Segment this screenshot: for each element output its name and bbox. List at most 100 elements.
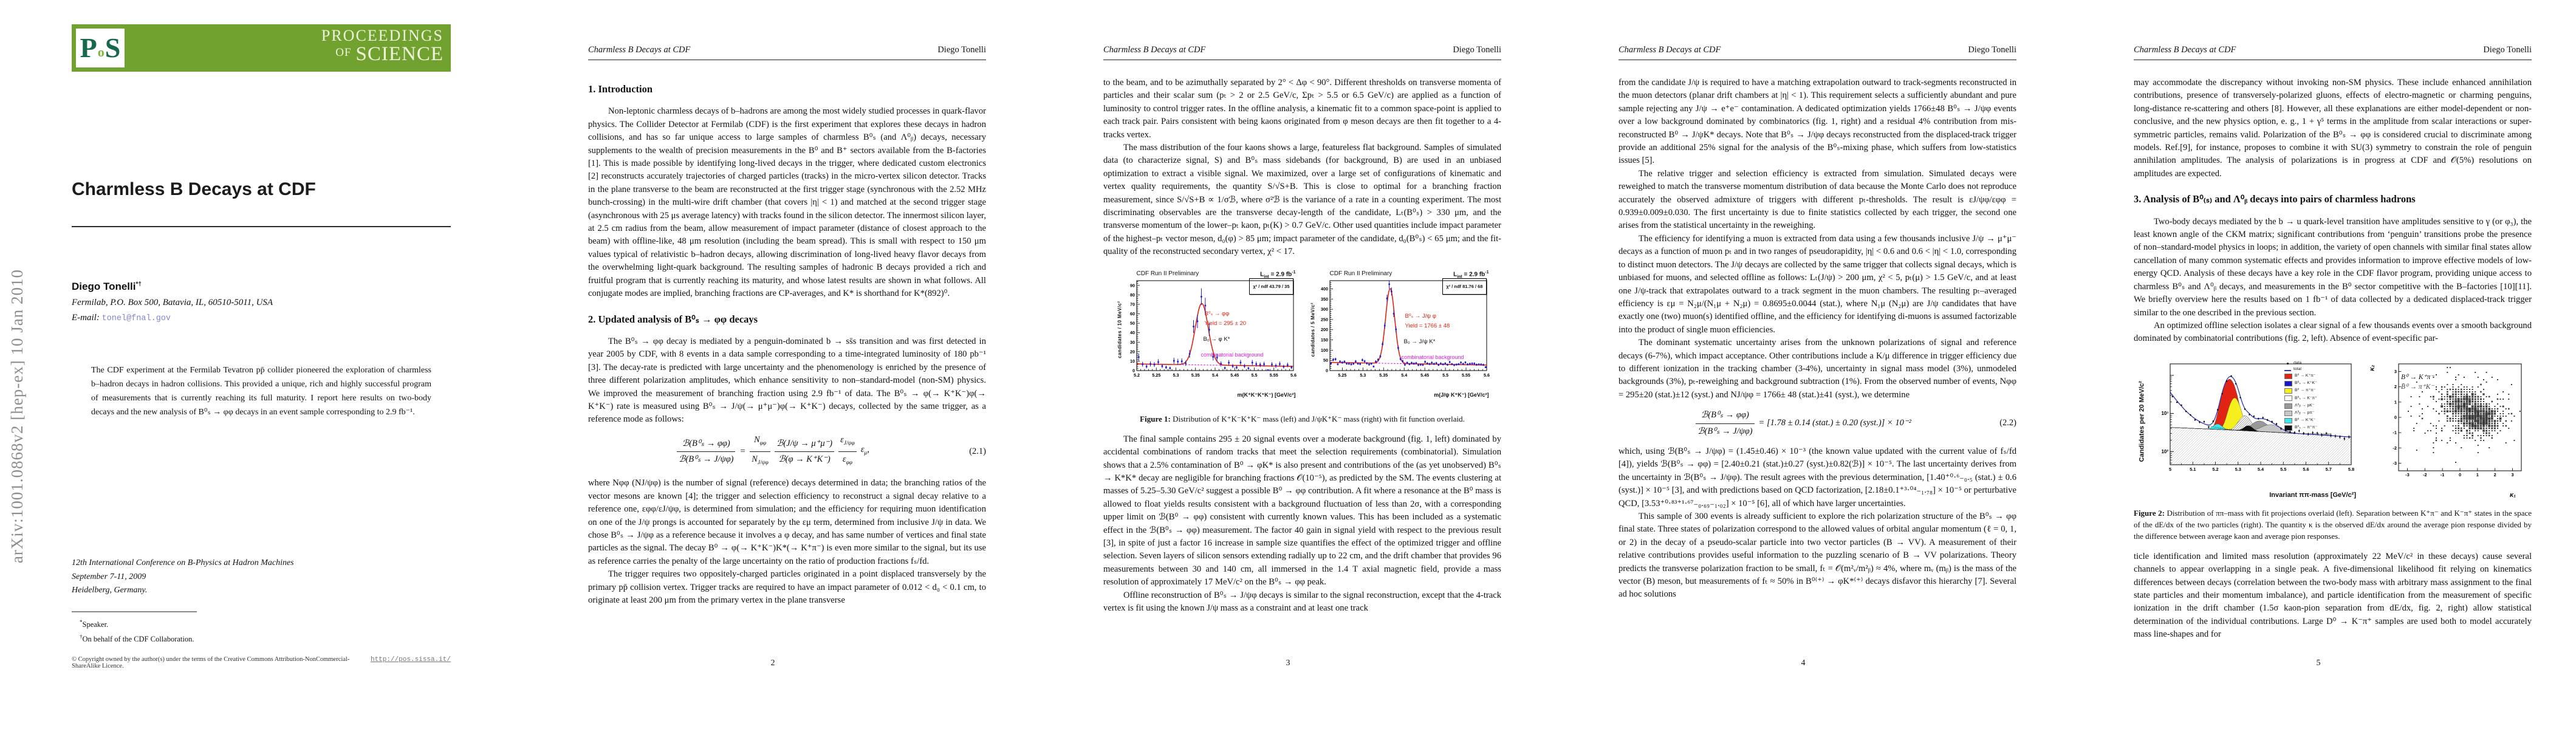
scatter-bin [2441, 388, 2443, 390]
data-point [1379, 355, 1381, 357]
author-affiliation: Fermilab, P.O. Box 500, Batavia, IL, 605… [72, 298, 273, 307]
scatter-bin [2502, 412, 2504, 414]
scatter-bin [2410, 415, 2412, 417]
scatter-bin [2463, 397, 2465, 400]
data-point [2339, 436, 2341, 438]
scatter-bin [2474, 417, 2477, 420]
data-point [1235, 366, 1238, 368]
scatter-bin [2468, 400, 2471, 403]
data-point [1413, 362, 1415, 364]
scatter-bin [2441, 430, 2443, 431]
scatter-bin [2483, 400, 2484, 402]
svg-text:5.4: 5.4 [2258, 467, 2264, 472]
scatter-bin [2468, 432, 2471, 434]
data-point [1406, 361, 1408, 364]
legend-swatch [2284, 425, 2292, 431]
svg-text:-1: -1 [2393, 430, 2397, 435]
scatter-bin [2474, 395, 2476, 398]
scatter-bin [2447, 371, 2448, 373]
conference-info: 12th International Conference on B-Physi… [72, 556, 294, 598]
scatter-bin [2472, 412, 2474, 415]
scatter-bin [2441, 393, 2443, 395]
scatter-bin [2460, 400, 2463, 403]
email-link[interactable]: tonel@fnal.gov [101, 314, 171, 323]
fraction: Nφφ NJ/ψφ [750, 434, 770, 470]
svg-text:5.5: 5.5 [1251, 372, 1257, 378]
running-header: Charmless B Decays at CDF Diego Tonelli [1619, 45, 2016, 60]
data-point [1350, 363, 1352, 365]
scatter-bin [2413, 427, 2415, 429]
scatter-bin [2455, 378, 2457, 380]
data-point [1283, 365, 1284, 368]
legend-item: B⁰ₛ → K⁻π⁺ [2284, 395, 2357, 402]
data-point [1188, 352, 1190, 355]
data-point [1392, 312, 1394, 315]
scatter-bin [2462, 405, 2465, 408]
scatter-bin [2466, 391, 2468, 392]
scatter-bin [2436, 437, 2437, 439]
x-axis-label: m(J/ψ K⁺K⁻) [GeV/c²] [1434, 391, 1489, 398]
data-point [1453, 364, 1455, 366]
data-point [1366, 362, 1368, 364]
scatter-bin [2483, 378, 2484, 380]
data-point [1437, 364, 1439, 366]
scatter-bin [2447, 420, 2448, 422]
scatter-bin [2491, 437, 2493, 439]
scatter-bin [2461, 447, 2462, 448]
scatter-bin [2469, 430, 2470, 431]
scatter-bin [2477, 403, 2479, 405]
scatter-bin [2465, 397, 2468, 400]
scatter-bin [2466, 393, 2468, 395]
legend-label: Λ⁰ᵦ → pπ⁻ [2295, 410, 2315, 415]
scatter-bin [2494, 415, 2496, 417]
scatter-bin [2468, 412, 2471, 415]
background-label: combinatorial background [1201, 351, 1264, 358]
data-point [1192, 325, 1194, 327]
scatter-bin [2458, 417, 2459, 419]
conference-location: Heidelberg, Germany. [72, 586, 148, 595]
legend-swatch [2284, 410, 2292, 416]
running-author: Diego Tonelli [1968, 45, 2016, 55]
scatter-bin [2457, 405, 2460, 408]
scatter-bin [2449, 410, 2451, 412]
legend-label: B⁰ₛ → K⁺K⁻ [2295, 381, 2317, 386]
scatter-bin [2474, 409, 2477, 412]
scatter-bin [2436, 410, 2437, 412]
data-point [2343, 437, 2346, 439]
scatter-bin [2480, 391, 2482, 392]
data-point [2221, 392, 2223, 395]
scatter-bin [2463, 425, 2465, 427]
y-axis-label: κ₂ [2368, 364, 2376, 371]
scatter-bin [2441, 398, 2443, 400]
scatter-bin [2458, 374, 2459, 375]
data-point [1184, 362, 1187, 364]
data-point [1337, 363, 1338, 365]
pos-url-link[interactable]: http://pos.sissa.it/ [370, 656, 451, 663]
paragraph: Two-body decays mediated by the b → u qu… [2134, 216, 2532, 318]
scatter-bin [2454, 393, 2457, 395]
svg-text:5.3: 5.3 [2235, 467, 2241, 472]
paragraph: An optimized offline selection isolates … [2134, 320, 2532, 344]
scatter-bin [2458, 422, 2459, 424]
svg-text:0: 0 [1326, 368, 1328, 373]
scatter-bin [2502, 391, 2504, 392]
scatter-bin [2458, 412, 2459, 414]
scatter-bin [2485, 425, 2487, 426]
footnote-speaker: *Speaker. [80, 619, 109, 629]
running-author: Diego Tonelli [1453, 45, 1501, 55]
scatter-bin [2465, 409, 2468, 412]
fit-curve [1136, 303, 1293, 367]
scatter-bin [2508, 393, 2510, 395]
scatter-bin [2458, 403, 2460, 405]
scatter-bin [2508, 427, 2510, 429]
scatter-bin [2482, 417, 2485, 420]
scatter-bin [2485, 403, 2488, 405]
svg-text:80: 80 [1130, 292, 1135, 298]
scatter-bin [2491, 425, 2493, 427]
data-point [1430, 361, 1433, 364]
paragraph: The final sample contains 295 ± 20 signa… [1103, 434, 1501, 587]
scatter-bin [2488, 434, 2490, 436]
scatter-bin [2479, 422, 2482, 425]
scatter-bin [2482, 427, 2485, 430]
data-point [2217, 409, 2219, 411]
